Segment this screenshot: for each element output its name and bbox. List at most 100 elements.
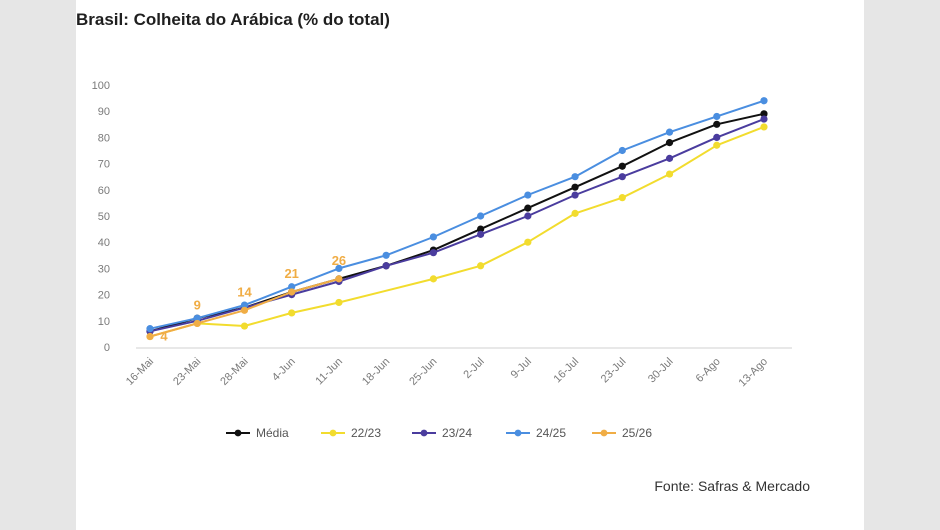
data-label: 26 [332,253,346,268]
series-line [149,118,765,333]
data-point [477,262,485,270]
data-point [571,173,579,181]
data-point [477,230,485,238]
data-point [665,154,674,162]
line-chart: 0 10 20 30 40 50 60 70 80 90 100 16-Mai 23-Mai 28-Ma… [92,80,792,440]
data-point [146,325,154,333]
y-tick-label: 10 [98,316,110,328]
data-point [429,275,437,283]
y-tick-label: 0 [104,342,110,354]
x-tick-label: 2-Jul [461,356,486,381]
x-tick-label: 28-Mai [218,356,250,388]
data-label: 9 [194,297,201,312]
chart-title: Brasil: Colheita do Arábica (% do total) [76,10,390,29]
data-point [429,249,437,257]
x-tick-label: 11-Jun [313,356,345,388]
data-point [571,183,579,191]
data-point [713,141,721,149]
data-point [193,319,201,328]
data-point [665,170,674,178]
y-tick-label: 30 [98,263,110,275]
data-point [524,191,532,199]
legend-swatch-marker [514,429,522,437]
data-point [288,283,296,291]
data-point [477,225,485,233]
data-label: 14 [237,284,252,299]
data-point [618,194,626,202]
legend-swatch-marker [600,429,608,437]
data-point [760,97,768,105]
data-point [665,139,674,147]
data-point [382,251,390,259]
data-point [335,275,343,283]
data-labels: 4 9 14 21 26 [160,253,346,344]
y-tick-label: 90 [98,106,110,118]
legend-item-media: Média [226,426,289,440]
data-point [524,204,532,212]
series-line [149,99,765,330]
data-point [618,162,626,170]
legend-item-24-25: 24/25 [506,426,566,440]
data-point [571,209,579,217]
data-label: 4 [160,329,168,344]
y-tick-label: 80 [98,132,110,144]
data-point [760,110,768,118]
legend-item-22-23: 22/23 [321,426,381,440]
x-tick-label: 6-Ago [694,356,723,385]
chart-card: Brasil: Colheita do Arábica (% do total)… [76,0,864,530]
data-point [335,298,343,307]
data-point [240,322,249,330]
series-24-25 [146,97,768,333]
data-point [477,212,485,220]
y-tick-label: 50 [98,211,110,223]
data-point [335,264,343,272]
series-media [146,110,768,335]
data-point [240,306,249,314]
series-25-26 [146,275,343,341]
legend-item-25-26: 25/26 [592,426,652,440]
legend-label: Média [256,426,289,440]
data-point [288,309,296,317]
x-tick-label: 30-Jul [646,356,676,386]
data-point [618,173,626,181]
data-point [288,288,296,296]
y-axis: 0 10 20 30 40 50 60 70 80 90 100 [92,80,110,354]
legend-label: 25/26 [622,426,652,440]
x-tick-label: 9-Jul [509,356,534,381]
source-note: Fonte: Safras & Mercado [654,478,810,494]
data-point [382,262,390,270]
data-point [713,120,721,128]
y-tick-label: 60 [98,185,110,197]
legend-swatch-marker [234,429,242,437]
data-point [429,233,437,241]
x-tick-label: 16-Jul [552,356,582,386]
x-axis: 16-Mai 23-Mai 28-Mai 4-Jun 11-Jun 18-Jun 25-Ju… [124,347,792,390]
x-tick-label: 4-Jun [270,356,298,384]
x-tick-label: 25-Jun [407,356,439,388]
data-point [713,133,721,141]
data-point [665,128,674,136]
plot-area [146,97,768,341]
data-point [524,238,532,246]
data-point [524,212,532,220]
y-tick-label: 20 [98,290,110,302]
x-tick-label: 13-Ago [737,356,771,390]
data-point [618,146,626,155]
legend-label: 22/23 [351,426,381,440]
y-tick-label: 100 [92,80,110,92]
data-point [571,191,579,199]
data-point [193,314,201,322]
y-tick-label: 40 [98,237,110,249]
x-tick-label: 23-Mai [171,356,203,388]
data-point [760,115,768,123]
data-point [240,301,249,309]
legend-item-23-24: 23/24 [412,426,472,440]
legend-swatch-marker [420,429,428,437]
data-point [146,332,154,341]
legend-label: 23/24 [442,426,472,440]
legend-label: 24/25 [536,426,566,440]
data-point [760,123,768,131]
y-tick-label: 70 [98,159,110,171]
data-label: 21 [284,266,298,281]
data-point [713,112,721,121]
